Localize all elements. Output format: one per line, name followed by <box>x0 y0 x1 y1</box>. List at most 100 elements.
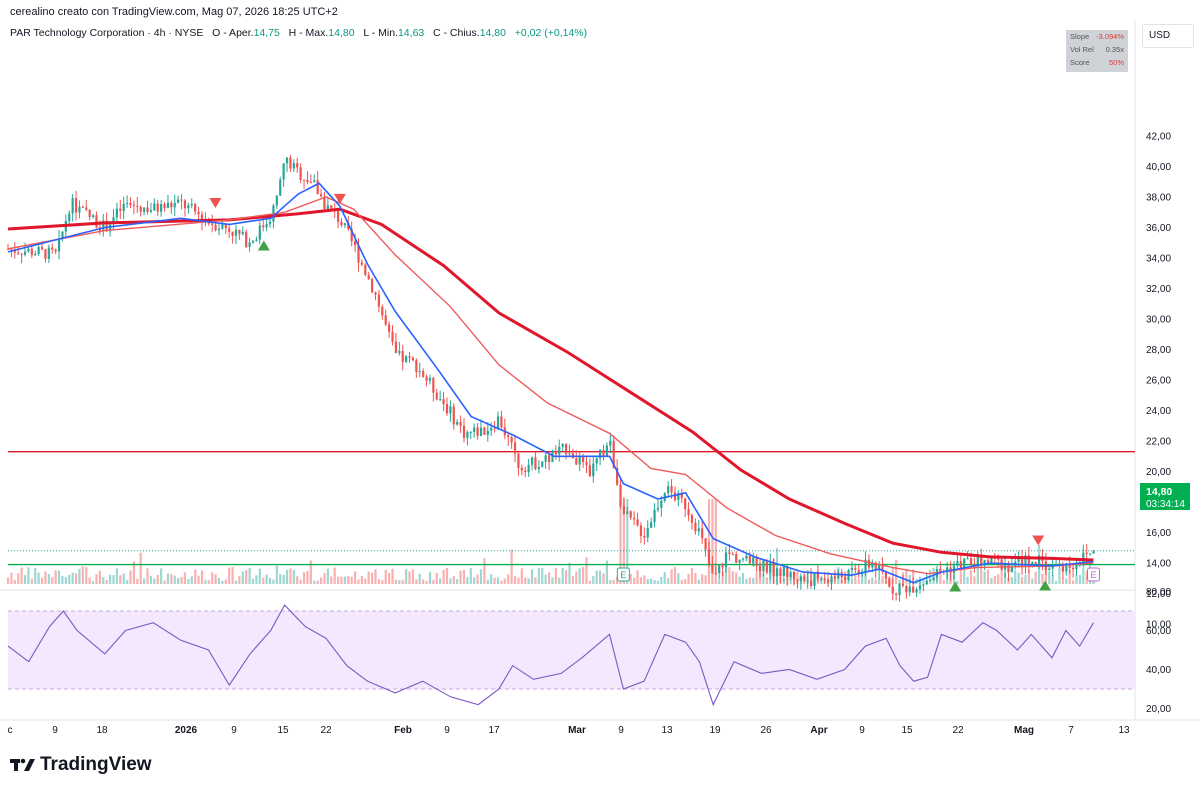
candle-body <box>1024 555 1027 567</box>
candle-body <box>867 559 871 568</box>
score-label: Score <box>1070 58 1090 67</box>
time-tick-label: 9 <box>859 725 865 736</box>
high-value: 14,80 <box>328 27 355 39</box>
candle-body <box>37 247 40 254</box>
volume-bar <box>217 577 221 584</box>
rsi-tick-label: 20,00 <box>1146 704 1171 715</box>
tradingview-logo[interactable]: TradingView <box>10 754 152 776</box>
open-value: 14,75 <box>253 27 280 39</box>
candle-body <box>405 356 408 362</box>
volume-bar <box>214 574 217 584</box>
candles <box>6 154 1095 602</box>
candle-body <box>462 425 466 438</box>
volume-bar <box>146 568 149 584</box>
candle-body <box>653 509 656 523</box>
candle-body <box>718 565 721 574</box>
volume-bar <box>112 575 115 584</box>
volume-bar <box>211 572 214 584</box>
candle-body <box>197 211 200 215</box>
volume-bar <box>711 499 714 584</box>
candle-body <box>156 203 159 212</box>
candle-body <box>959 561 962 568</box>
slope-label: Slope <box>1070 32 1090 41</box>
volume-bar <box>456 579 459 584</box>
candle-body <box>17 252 20 254</box>
volume-bar <box>564 570 568 584</box>
candle-body <box>844 577 847 580</box>
volume-bar <box>622 499 626 584</box>
candle-body <box>439 399 442 401</box>
candle-body <box>190 203 193 206</box>
candle-body <box>340 221 343 226</box>
candle-body <box>88 209 91 217</box>
candle-body <box>588 465 591 477</box>
volume-bar <box>459 570 462 584</box>
price-tick-label: 20,00 <box>1146 467 1171 478</box>
candle-body <box>275 195 278 206</box>
candle-body <box>183 200 187 209</box>
volume-bar <box>347 576 350 584</box>
volume-bar <box>91 580 95 584</box>
ema-mid-line <box>7 196 1094 575</box>
volume-bar <box>279 574 282 584</box>
volume-bar <box>592 576 595 584</box>
volume-bar <box>136 578 139 584</box>
candle-body <box>915 589 918 593</box>
volume-bar <box>969 570 973 584</box>
candle-body <box>54 249 57 252</box>
volume-bar <box>510 549 513 584</box>
candle-body <box>598 449 602 459</box>
time-tick-label: 17 <box>488 725 500 736</box>
time-axis[interactable]: c 9 18 2026 9 15 22 Feb 9 17 Mar 9 13 19 26 Apr 9 15 22 Mag… <box>8 725 1130 736</box>
volume-bar <box>1085 571 1088 584</box>
price-tag: 14,80 03:34:14 <box>1140 483 1190 510</box>
volume-bar <box>534 577 537 584</box>
ema-slow-line <box>7 207 1094 562</box>
candle-body <box>401 350 404 362</box>
volume-bar <box>605 560 609 584</box>
volume-bar <box>68 574 71 584</box>
rsi-tick-label: 40,00 <box>1146 665 1171 676</box>
candle-body <box>775 568 779 577</box>
candle-body <box>221 224 224 229</box>
low-label: L - Min. <box>363 27 398 39</box>
open-label: O - Aper. <box>212 27 254 39</box>
volume-bar <box>163 580 166 584</box>
volume-bar <box>449 578 452 584</box>
volume-bar <box>122 573 125 584</box>
candle-body <box>513 442 517 454</box>
price-axis[interactable]: 42,00 40,00 38,00 36,00 34,00 32,00 30,00 28,00… <box>1146 132 1171 716</box>
candle-body <box>10 248 13 250</box>
volume-bar <box>23 575 27 584</box>
volume-bar <box>1031 578 1034 584</box>
volume-bar <box>527 578 530 584</box>
volume-bar <box>64 577 67 584</box>
candle-body <box>765 560 768 573</box>
volume-bar <box>333 567 336 584</box>
candle-body <box>330 205 333 209</box>
volume-bar <box>537 567 540 584</box>
rsi-band <box>8 611 1135 689</box>
volume-bar <box>660 577 663 584</box>
candle-body <box>891 586 894 594</box>
grid <box>0 20 1200 721</box>
brand-name: TradingView <box>40 754 152 775</box>
volume-bar <box>677 573 680 584</box>
volume-bar <box>1048 571 1051 584</box>
price-tick-label: 30,00 <box>1146 315 1171 326</box>
candle-body <box>384 315 387 325</box>
currency-selector[interactable]: USD <box>1142 24 1194 48</box>
volume-bar <box>272 579 275 584</box>
candle-body <box>108 224 112 232</box>
volume-bar <box>530 569 534 584</box>
volume-bar <box>507 574 510 584</box>
candle-body <box>1065 563 1068 572</box>
volume-bar <box>721 571 724 584</box>
candle-body <box>639 525 643 536</box>
candle-body <box>946 567 949 572</box>
volume-bar <box>690 567 694 584</box>
volume-bar <box>44 571 47 584</box>
volume-bar <box>88 577 91 584</box>
symbol-legend[interactable]: PAR Technology Corporation · 4h · NYSE O… <box>10 27 587 39</box>
